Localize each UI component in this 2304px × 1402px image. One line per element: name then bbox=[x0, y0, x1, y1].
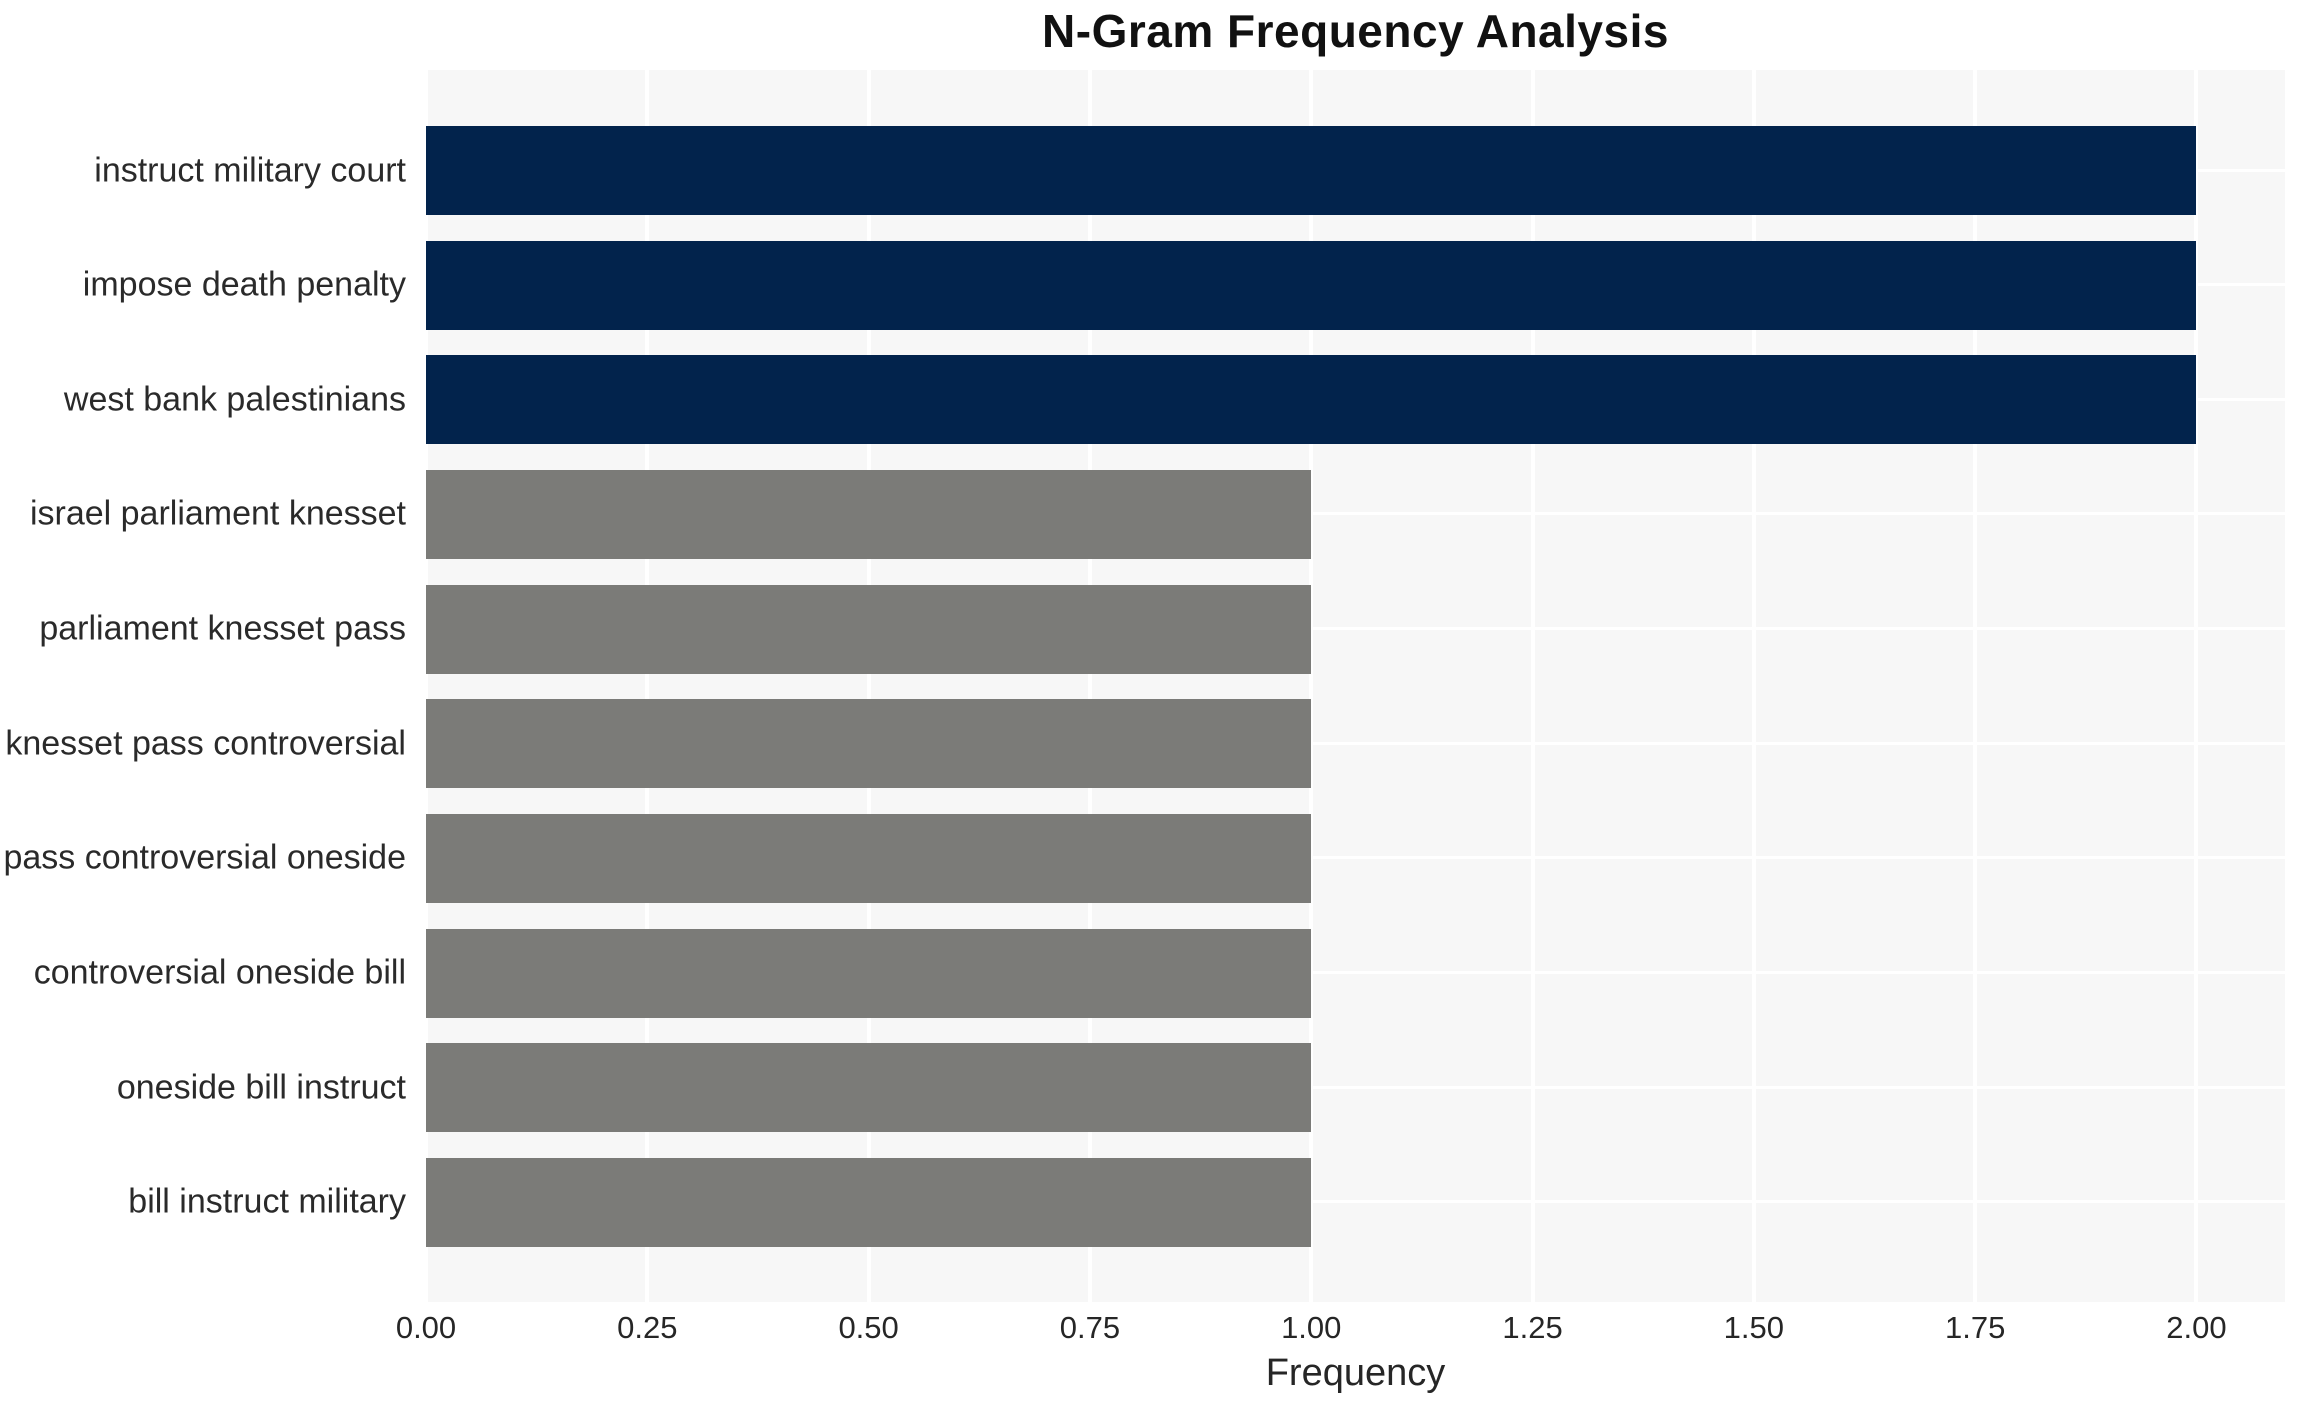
x-tick-label: 1.25 bbox=[1502, 1310, 1563, 1345]
gridline-vertical bbox=[645, 70, 650, 1302]
category-label: knesset pass controversial bbox=[5, 724, 406, 763]
gridline-vertical bbox=[1309, 70, 1314, 1302]
gridline-vertical bbox=[2194, 70, 2199, 1302]
category-label: instruct military court bbox=[94, 151, 406, 189]
bar bbox=[426, 126, 2197, 215]
category-label: pass controversial oneside bbox=[3, 838, 406, 877]
gridline-horizontal bbox=[426, 1085, 2285, 1089]
bar-row: controversial oneside bill bbox=[34, 928, 2285, 1018]
x-tick-label: 0.50 bbox=[838, 1310, 899, 1345]
x-tick-label: 2.00 bbox=[2166, 1310, 2227, 1345]
plot-area: instruct military court impose death pena… bbox=[3, 70, 2285, 1302]
category-label: oneside bill instruct bbox=[116, 1068, 406, 1107]
bar-row: west bank palestinians bbox=[64, 355, 2285, 445]
bar-row: oneside bill instruct bbox=[117, 1043, 2285, 1133]
gridline-vertical bbox=[1530, 70, 1535, 1302]
bar bbox=[426, 469, 1312, 559]
bar bbox=[426, 1157, 1312, 1247]
gridline-vertical bbox=[1751, 70, 1756, 1302]
x-axis-label: Frequency bbox=[1265, 1352, 1446, 1394]
bar bbox=[426, 355, 2197, 445]
x-tick-label: 1.75 bbox=[1944, 1310, 2006, 1345]
category-label: impose death penalty bbox=[82, 265, 406, 304]
gridline-vertical bbox=[1087, 70, 1092, 1302]
bar bbox=[426, 699, 1312, 789]
gridline-horizontal bbox=[426, 512, 2285, 516]
gridline-horizontal bbox=[426, 971, 2285, 975]
category-label: parliament knesset pass bbox=[39, 609, 406, 648]
x-tick-label: 0.75 bbox=[1059, 1310, 1121, 1345]
x-tick-label: 1.50 bbox=[1723, 1310, 1785, 1345]
x-tick-label: 0.00 bbox=[395, 1310, 457, 1345]
bar-rows-container: instruct military court impose death pena… bbox=[3, 126, 2285, 1247]
bar bbox=[426, 1043, 1312, 1133]
category-label: west bank palestinians bbox=[63, 380, 406, 419]
bar bbox=[426, 928, 1312, 1018]
gridline-vertical bbox=[1973, 70, 1978, 1302]
gridline-horizontal bbox=[426, 741, 2285, 745]
bar-row: parliament knesset pass bbox=[39, 584, 2285, 674]
gridline-horizontal bbox=[426, 1200, 2285, 1204]
category-label: bill instruct military bbox=[128, 1182, 406, 1221]
x-axis: 0.00 0.25 0.50 0.75 1.00 1.25 1.50 1.75 2.00 bbox=[396, 1310, 2285, 1350]
bar-row: bill instruct military bbox=[128, 1157, 2285, 1247]
gridline-horizontal bbox=[426, 856, 2285, 860]
category-label: controversial oneside bill bbox=[33, 953, 406, 992]
x-tick-label: 0.25 bbox=[617, 1310, 678, 1345]
bar-row: instruct military court bbox=[94, 126, 2285, 215]
bar bbox=[426, 584, 1312, 674]
bar bbox=[426, 813, 1312, 903]
bar-row: pass controversial oneside bbox=[3, 813, 2285, 903]
bar-row: impose death penalty bbox=[83, 240, 2285, 330]
gridline-vertical bbox=[866, 70, 871, 1302]
category-label: israel parliament knesset bbox=[29, 494, 406, 533]
chart-title: N-Gram Frequency Analysis bbox=[1042, 5, 1669, 57]
gridline-vertical bbox=[424, 70, 428, 1302]
bar bbox=[426, 240, 2197, 330]
bar-row: israel parliament knesset bbox=[30, 469, 2285, 559]
x-tick-label: 1.00 bbox=[1281, 1310, 1342, 1345]
bar-row: knesset pass controversial bbox=[5, 699, 2285, 789]
gridline-horizontal bbox=[426, 627, 2285, 631]
